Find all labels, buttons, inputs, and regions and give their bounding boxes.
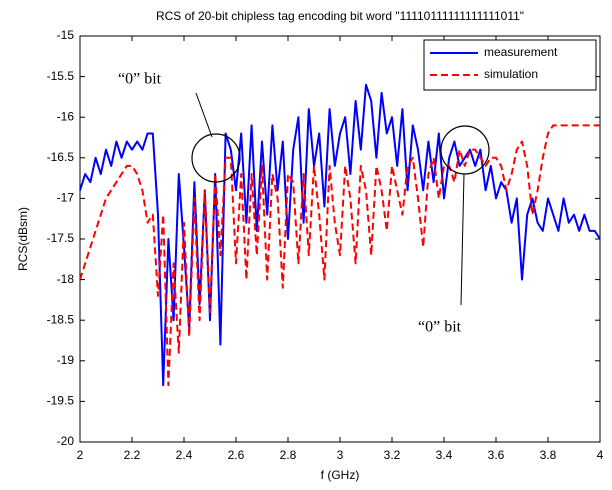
x-axis-label: f (GHz) (321, 468, 360, 482)
highlight-circle (440, 125, 490, 175)
series-line (79, 83, 601, 387)
x-tick-label: 4 (597, 448, 604, 462)
x-tick-label: 2.2 (124, 448, 141, 462)
x-tick-label: 3.8 (540, 448, 557, 462)
y-tick-label: -15.5 (47, 69, 75, 83)
highlight-circle (191, 133, 241, 183)
chart-title: RCS of 20-bit chipless tag encoding bit … (156, 9, 524, 23)
y-tick-label: -17.5 (47, 231, 75, 245)
y-tick-label: -20 (57, 434, 75, 448)
annotation-line (195, 92, 213, 138)
legend-label: simulation (484, 67, 538, 81)
y-tick-label: -17 (57, 191, 75, 205)
x-tick-label: 3.2 (384, 448, 401, 462)
x-tick-label: 2.6 (228, 448, 245, 462)
legend-box (423, 39, 597, 91)
y-tick-label: -19 (57, 353, 75, 367)
x-tick-label: 3.4 (436, 448, 453, 462)
legend-label: measurement (484, 45, 558, 59)
x-tick-label: 3.6 (488, 448, 505, 462)
y-tick-label: -16 (57, 109, 75, 123)
y-tick-label: -15 (57, 28, 75, 42)
x-tick-label: 2 (77, 448, 84, 462)
annotation: “0” bit (418, 319, 462, 336)
annotation-line (460, 173, 465, 306)
annotation: “0” bit (118, 71, 162, 88)
x-tick-label: 2.4 (176, 448, 193, 462)
y-tick-label: -19.5 (47, 394, 75, 408)
series-line (79, 124, 600, 387)
y-tick-label: -18 (57, 272, 75, 286)
y-axis-label: RCS(dBsm) (16, 207, 30, 271)
y-tick-label: -18.5 (47, 312, 75, 326)
x-tick-label: 3 (337, 448, 344, 462)
x-tick-label: 2.8 (280, 448, 297, 462)
y-tick-label: -16.5 (47, 150, 75, 164)
